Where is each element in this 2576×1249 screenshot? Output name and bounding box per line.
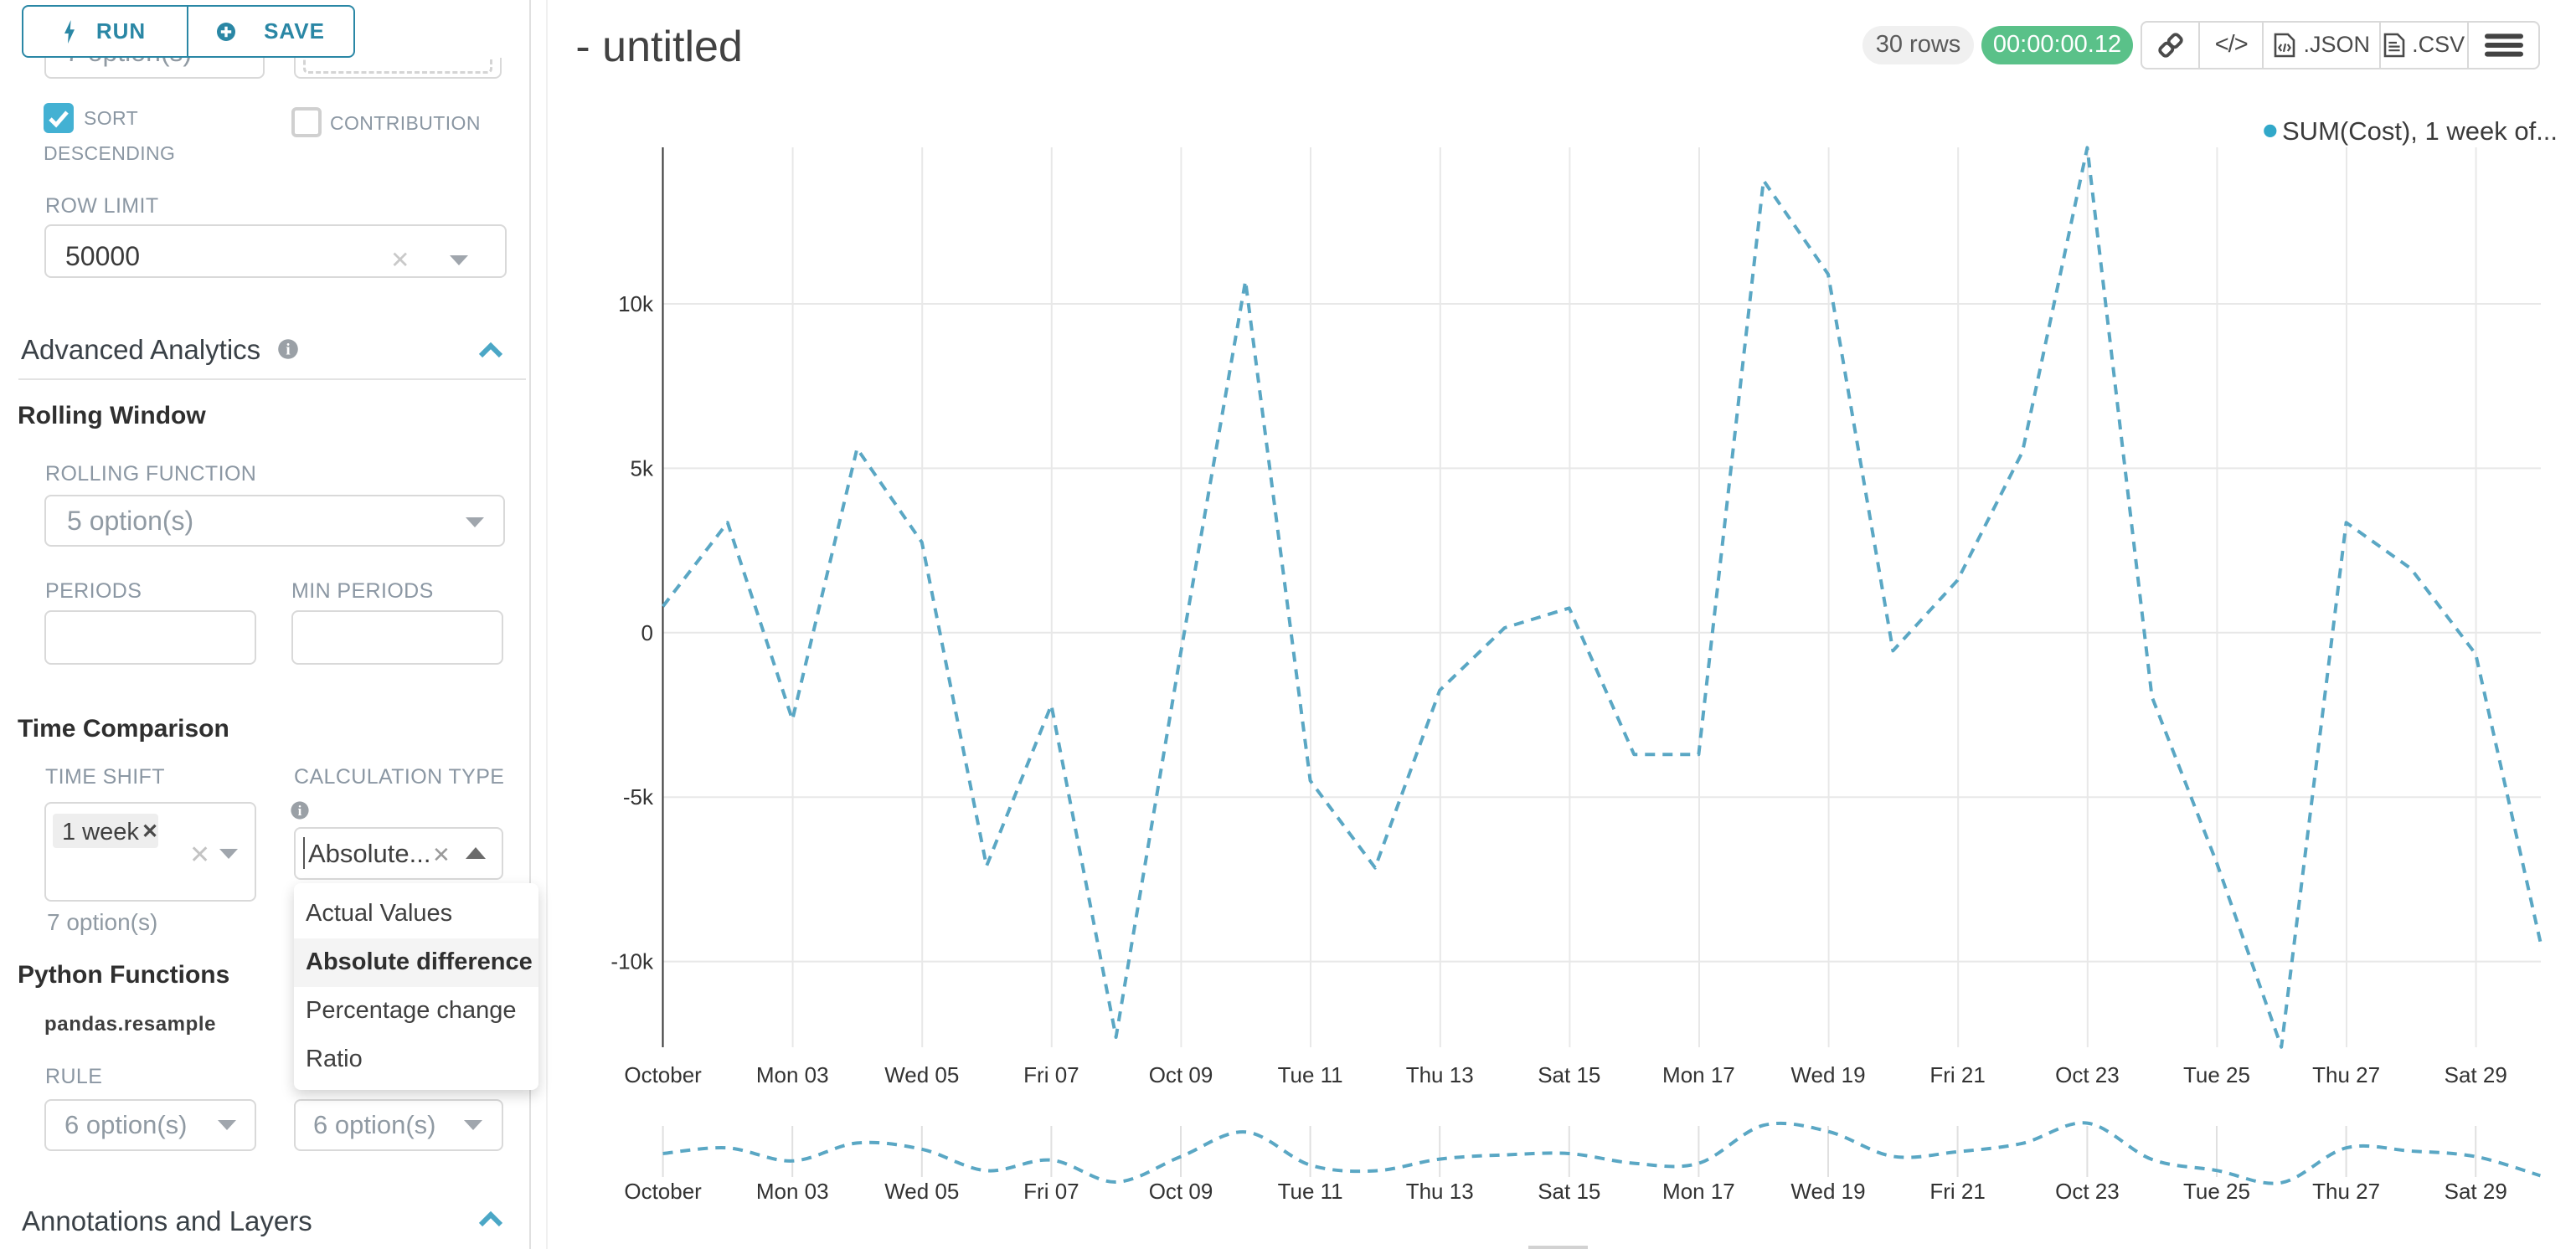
svg-text:October: October (624, 1062, 702, 1087)
svg-text:Thu 13: Thu 13 (1406, 1062, 1474, 1087)
svg-text:Oct 09: Oct 09 (1149, 1179, 1213, 1204)
svg-text:Thu 13: Thu 13 (1406, 1179, 1474, 1204)
svg-text:Oct 09: Oct 09 (1149, 1062, 1213, 1087)
svg-text:Oct 23: Oct 23 (2055, 1179, 2120, 1204)
svg-text:Tue 25: Tue 25 (2183, 1179, 2250, 1204)
svg-text:10k: 10k (618, 291, 654, 316)
svg-text:Sat 29: Sat 29 (2445, 1179, 2507, 1204)
svg-text:Sat 29: Sat 29 (2445, 1062, 2507, 1087)
svg-text:Sat 15: Sat 15 (1538, 1179, 1600, 1204)
svg-text:Mon 17: Mon 17 (1662, 1062, 1735, 1087)
svg-text:Fri 21: Fri 21 (1929, 1062, 1985, 1087)
svg-text:Wed 19: Wed 19 (1790, 1179, 1865, 1204)
svg-text:Sat 15: Sat 15 (1538, 1062, 1600, 1087)
svg-text:Wed 05: Wed 05 (884, 1062, 959, 1087)
svg-text:Wed 19: Wed 19 (1790, 1062, 1865, 1087)
svg-text:i: i (286, 341, 290, 358)
svg-text:SUM(Cost), 1 week of...: SUM(Cost), 1 week of... (2282, 116, 2558, 146)
svg-text:Oct 23: Oct 23 (2055, 1062, 2120, 1087)
svg-text:Fri 07: Fri 07 (1023, 1062, 1079, 1087)
svg-text:Tue 11: Tue 11 (1278, 1179, 1343, 1204)
svg-text:-10k: -10k (611, 949, 654, 974)
svg-text:i: i (298, 803, 302, 819)
svg-text:-5k: -5k (623, 784, 654, 810)
svg-text:Thu 27: Thu 27 (2312, 1179, 2380, 1204)
svg-text:Fri 07: Fri 07 (1023, 1179, 1079, 1204)
svg-text:Mon 17: Mon 17 (1662, 1179, 1735, 1204)
svg-text:Tue 25: Tue 25 (2183, 1062, 2250, 1087)
svg-text:Thu 27: Thu 27 (2312, 1062, 2380, 1087)
svg-text:Tue 11: Tue 11 (1278, 1062, 1343, 1087)
svg-text:Wed 05: Wed 05 (884, 1179, 959, 1204)
svg-text:Mon 03: Mon 03 (756, 1179, 829, 1204)
svg-text:0: 0 (641, 620, 653, 645)
svg-text:Mon 03: Mon 03 (756, 1062, 829, 1087)
svg-text:5k: 5k (631, 455, 654, 481)
svg-text:October: October (624, 1179, 702, 1204)
svg-text:Fri 21: Fri 21 (1929, 1179, 1985, 1204)
